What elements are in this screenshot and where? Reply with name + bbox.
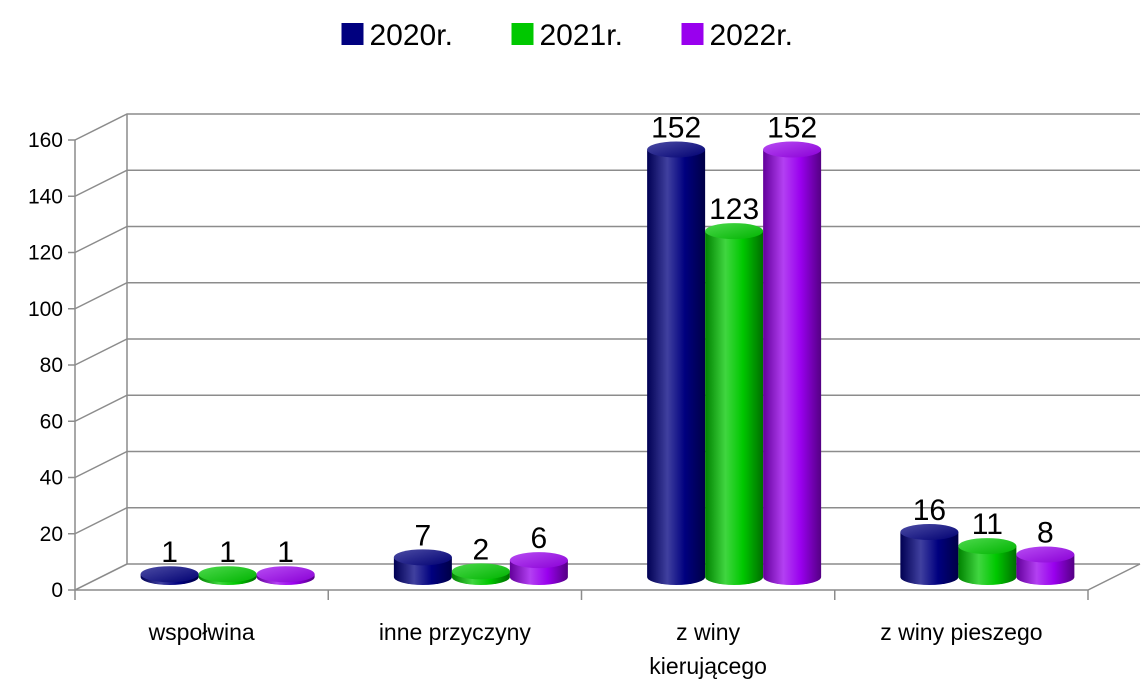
bar-top xyxy=(140,566,199,583)
legend-item: 2022r. xyxy=(681,19,793,52)
data-label: 152 xyxy=(651,112,701,145)
legend-label: 2022r. xyxy=(710,19,793,52)
legend-swatch xyxy=(341,23,364,45)
bar xyxy=(763,141,822,585)
bar xyxy=(958,538,1017,585)
gridline xyxy=(74,225,1140,254)
bar-top xyxy=(900,524,959,540)
data-label: 1 xyxy=(219,536,236,569)
bar-top xyxy=(256,566,315,583)
bar xyxy=(393,549,452,585)
gridline xyxy=(74,169,1140,197)
y-tick-label: 20 xyxy=(40,523,63,546)
legend-swatch xyxy=(511,23,534,45)
bar xyxy=(198,566,257,585)
bar-top xyxy=(705,223,764,240)
y-tick-label: 100 xyxy=(28,298,63,321)
bar-body xyxy=(1016,554,1075,585)
bar-body xyxy=(647,149,706,585)
bar-top xyxy=(763,141,822,158)
x-tick-label: z winy pieszego xyxy=(880,619,1042,645)
x-axis: wspołwina inne przyczyny z winy kierującego… xyxy=(74,590,1089,679)
y-tick-label: 0 xyxy=(51,579,63,602)
bar-body xyxy=(900,532,959,585)
bar xyxy=(256,566,315,585)
x-tick-label: inne przyczyny xyxy=(379,619,532,645)
bar-top xyxy=(958,538,1017,555)
data-label: 1 xyxy=(161,536,178,569)
bar xyxy=(900,524,959,585)
y-tick-label: 40 xyxy=(40,467,63,490)
bar-top xyxy=(509,552,568,569)
y-axis: 0 20 40 60 80 100 120 140 160 xyxy=(28,129,76,602)
bar-top xyxy=(198,566,257,583)
legend-swatch xyxy=(681,23,704,45)
data-label: 1 xyxy=(277,536,294,569)
gridline xyxy=(74,450,1140,479)
gridline xyxy=(74,394,1140,422)
data-label: 11 xyxy=(972,508,1003,541)
bar xyxy=(705,223,764,585)
bar xyxy=(140,566,199,585)
y-tick-label: 160 xyxy=(28,129,63,152)
legend: 2020r. 2021r. 2022r. xyxy=(341,19,793,52)
bar-top xyxy=(451,563,510,580)
x-tick-label: z winy kierującego xyxy=(649,619,767,679)
legend-item: 2021r. xyxy=(511,19,623,52)
data-label: 16 xyxy=(913,494,946,527)
bar-top xyxy=(647,141,706,158)
data-label: 2 xyxy=(473,533,490,566)
data-label: 152 xyxy=(767,112,817,145)
bar xyxy=(451,563,510,585)
data-label: 6 xyxy=(531,522,548,555)
bar-top xyxy=(393,549,452,566)
bar-body xyxy=(705,231,764,585)
gridline xyxy=(74,282,1140,310)
bar xyxy=(647,141,706,585)
x-tick-label: wspołwina xyxy=(148,619,255,645)
gridline xyxy=(74,113,1140,141)
bar xyxy=(1016,546,1075,585)
bar xyxy=(509,552,568,585)
data-label: 8 xyxy=(1037,517,1054,550)
y-tick-label: 120 xyxy=(28,242,63,265)
bar-body xyxy=(958,546,1017,585)
legend-label: 2021r. xyxy=(540,19,623,52)
data-label: 123 xyxy=(709,193,759,226)
y-tick-label: 140 xyxy=(28,185,63,208)
bars xyxy=(140,141,1075,585)
data-label: 7 xyxy=(415,519,432,552)
legend-label: 2020r. xyxy=(370,19,453,52)
legend-item: 2020r. xyxy=(341,19,453,52)
bar-body xyxy=(763,149,822,585)
bar-top xyxy=(1016,546,1075,563)
y-tick-label: 80 xyxy=(40,354,63,377)
y-tick-label: 60 xyxy=(40,410,63,433)
gridline xyxy=(74,338,1140,366)
